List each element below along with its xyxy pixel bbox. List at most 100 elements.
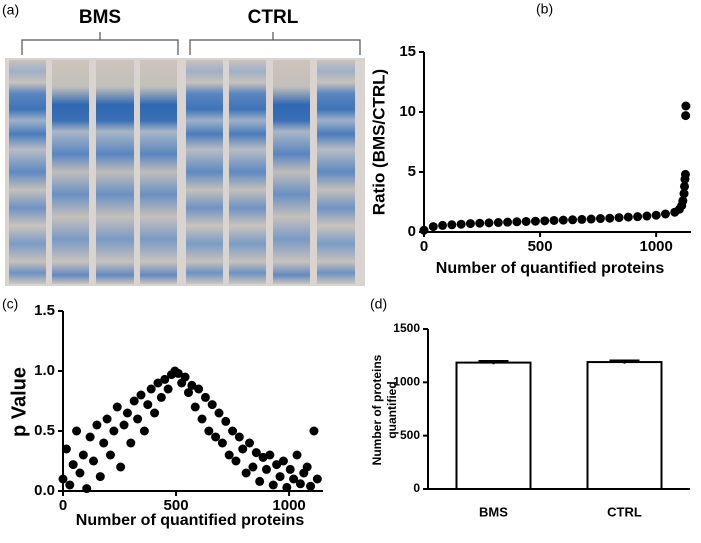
point	[465, 219, 475, 229]
point	[58, 474, 68, 484]
point	[109, 426, 119, 436]
point	[217, 438, 227, 448]
point	[558, 215, 568, 225]
x-tick-label: 1000	[272, 497, 305, 514]
y-tick-label: 1.5	[34, 302, 55, 319]
point	[438, 220, 448, 230]
point	[61, 444, 71, 454]
point	[278, 456, 288, 466]
point	[678, 196, 688, 206]
panel-label: (a)	[2, 2, 19, 18]
gel-lane	[52, 60, 89, 284]
point	[251, 448, 261, 458]
point	[475, 218, 485, 228]
bracket	[21, 32, 179, 55]
point	[568, 215, 578, 225]
point	[238, 444, 248, 454]
point	[163, 384, 173, 394]
point	[312, 474, 322, 484]
point	[681, 111, 691, 121]
point	[146, 384, 156, 394]
gel-lane	[96, 60, 134, 284]
point	[160, 374, 170, 384]
bar	[455, 361, 532, 491]
point	[595, 214, 605, 224]
point	[679, 181, 689, 191]
point	[549, 215, 559, 225]
point	[200, 392, 210, 402]
point	[116, 462, 126, 472]
point	[275, 472, 285, 482]
y-tick-label: 0	[408, 223, 416, 240]
point	[289, 474, 299, 484]
point	[285, 464, 295, 474]
point	[614, 213, 624, 223]
y-axis-label: p Value	[8, 367, 30, 437]
point	[679, 189, 689, 199]
chart-panel: (b) 0 5 10 15 Ratio (BMS/CTRL) 0 500 1000 Number …	[369, 1, 691, 277]
point	[105, 450, 115, 460]
point	[577, 214, 587, 224]
point	[419, 225, 429, 235]
point	[681, 101, 691, 111]
point	[265, 450, 275, 460]
y-axis-label: quantified	[385, 381, 399, 438]
point	[89, 456, 99, 466]
point	[623, 212, 633, 222]
point	[255, 476, 265, 486]
y-tick-label: 500	[400, 428, 420, 442]
y-tick-label: 0.5	[34, 422, 55, 439]
point	[540, 216, 550, 226]
point	[197, 414, 207, 424]
x-axis-label: Number of quantified proteins	[76, 512, 305, 529]
point	[68, 460, 78, 470]
point	[228, 426, 238, 436]
y-tick-label: 1500	[393, 321, 420, 335]
gel-lane	[186, 60, 223, 284]
point	[512, 217, 522, 227]
point	[133, 414, 143, 424]
gel-lane	[273, 60, 310, 284]
point	[126, 438, 136, 448]
y-tick-label: 1.0	[34, 362, 55, 379]
x-tick-label: BMS	[479, 504, 508, 519]
point	[295, 479, 305, 489]
point	[65, 480, 75, 490]
group-label: CTRL	[248, 7, 299, 28]
chart-panel: (d) 0 500 1000 1500 Number of proteins quantif…	[370, 296, 690, 519]
y-axis-label: Number of proteins	[370, 354, 384, 465]
y-tick-label: 0.0	[34, 482, 55, 499]
point	[234, 432, 244, 442]
point	[503, 217, 513, 227]
gel-lane	[140, 60, 177, 284]
point	[282, 482, 292, 492]
point	[180, 372, 190, 382]
point	[660, 209, 670, 219]
panel-label: (b)	[536, 1, 553, 17]
point	[187, 380, 197, 390]
point	[75, 468, 85, 478]
point	[153, 378, 163, 388]
point	[85, 432, 95, 442]
point	[211, 432, 221, 442]
point	[156, 392, 166, 402]
point	[129, 396, 139, 406]
point	[245, 438, 255, 448]
point	[102, 414, 112, 424]
gel-lane	[317, 60, 355, 284]
point	[139, 426, 149, 436]
point	[231, 456, 241, 466]
x-tick-label: 500	[528, 238, 553, 255]
point	[586, 214, 596, 224]
point	[78, 450, 88, 460]
point	[272, 460, 282, 470]
point	[428, 222, 438, 232]
group-label: BMS	[79, 7, 121, 28]
point	[642, 211, 652, 221]
point	[194, 384, 204, 394]
point	[306, 481, 316, 491]
y-tick-label: 0	[413, 481, 420, 495]
point	[214, 408, 224, 418]
point	[521, 216, 531, 226]
